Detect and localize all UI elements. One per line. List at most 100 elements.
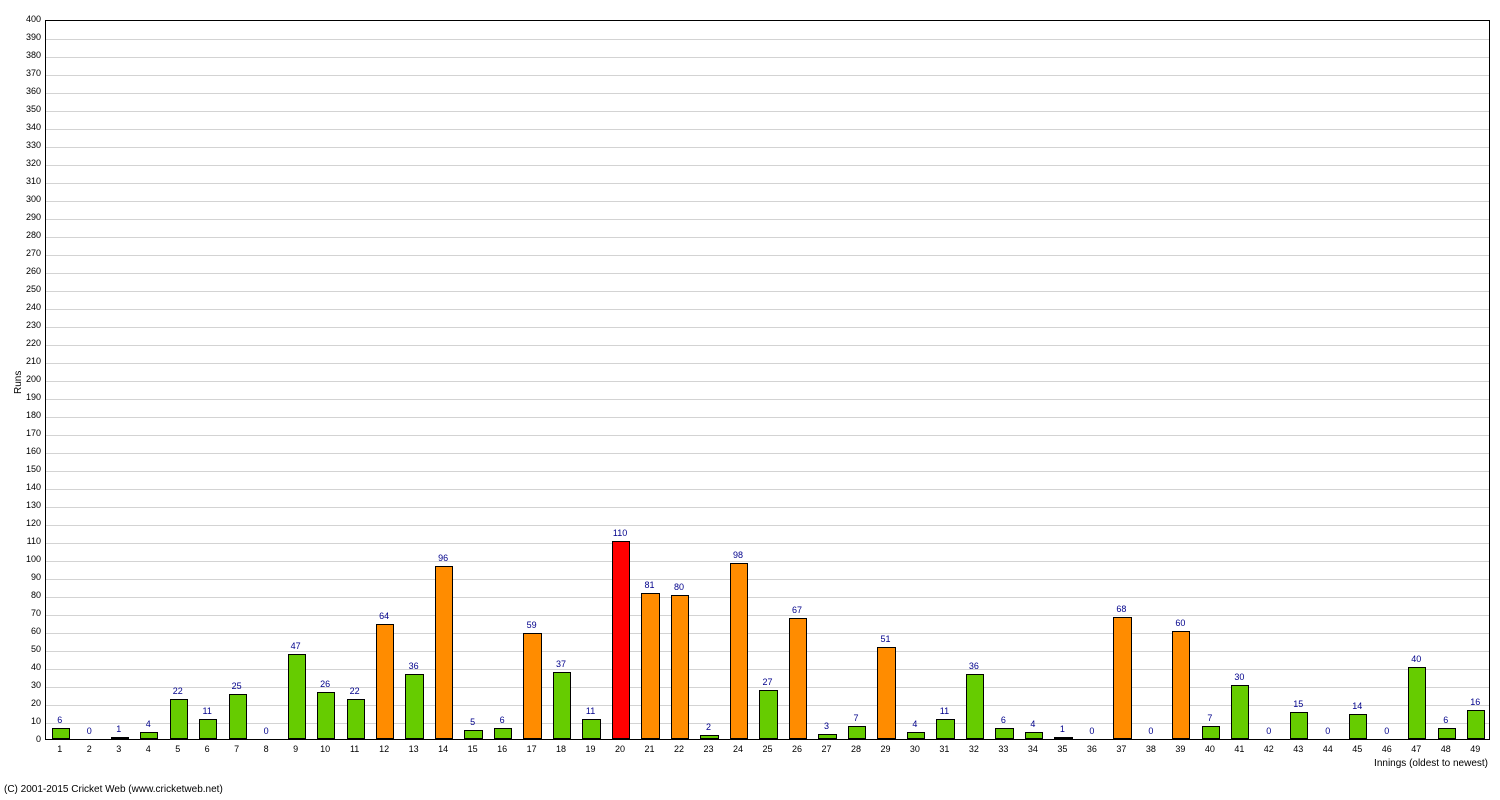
bar [435, 566, 453, 739]
x-tick-label: 16 [490, 744, 514, 754]
y-tick-label: 200 [15, 374, 41, 384]
bar [288, 654, 306, 739]
x-tick-label: 30 [903, 744, 927, 754]
bar [582, 719, 600, 739]
bar [1113, 617, 1131, 739]
x-tick-label: 1 [48, 744, 72, 754]
bar [111, 737, 129, 739]
x-tick-label: 18 [549, 744, 573, 754]
x-tick-label: 11 [343, 744, 367, 754]
bar-value-label: 4 [1018, 719, 1048, 729]
bar [1467, 710, 1485, 739]
y-tick-label: 210 [15, 356, 41, 366]
bar-value-label: 0 [1372, 726, 1402, 736]
bar [730, 563, 748, 739]
bar [1202, 726, 1220, 739]
runs-by-innings-chart: Runs Innings (oldest to newest) (C) 2001… [0, 0, 1500, 800]
x-axis-label: Innings (oldest to newest) [1374, 758, 1488, 769]
bar [464, 730, 482, 739]
bar-value-label: 4 [900, 719, 930, 729]
gridline [46, 363, 1489, 364]
gridline [46, 327, 1489, 328]
bar-value-label: 0 [251, 726, 281, 736]
y-tick-label: 180 [15, 410, 41, 420]
gridline [46, 489, 1489, 490]
x-tick-label: 40 [1198, 744, 1222, 754]
bar-value-label: 27 [753, 677, 783, 687]
y-tick-label: 310 [15, 176, 41, 186]
x-tick-label: 47 [1404, 744, 1428, 754]
x-tick-label: 6 [195, 744, 219, 754]
gridline [46, 381, 1489, 382]
y-tick-label: 220 [15, 338, 41, 348]
bar-value-label: 36 [399, 661, 429, 671]
y-tick-label: 260 [15, 266, 41, 276]
bar-value-label: 1 [104, 724, 134, 734]
x-tick-label: 25 [756, 744, 780, 754]
gridline [46, 201, 1489, 202]
bar-value-label: 81 [635, 580, 665, 590]
x-tick-label: 36 [1080, 744, 1104, 754]
y-tick-label: 280 [15, 230, 41, 240]
x-tick-label: 44 [1316, 744, 1340, 754]
bar-value-label: 0 [1136, 726, 1166, 736]
bar [966, 674, 984, 739]
bar [317, 692, 335, 739]
bar-value-label: 6 [1431, 715, 1461, 725]
bar [1290, 712, 1308, 739]
bar-value-label: 22 [163, 686, 193, 696]
bar [376, 624, 394, 739]
gridline [46, 615, 1489, 616]
plot-area [45, 20, 1490, 740]
bar [1349, 714, 1367, 739]
x-tick-label: 29 [873, 744, 897, 754]
x-tick-label: 49 [1463, 744, 1487, 754]
bar [789, 618, 807, 739]
x-tick-label: 19 [579, 744, 603, 754]
y-tick-label: 250 [15, 284, 41, 294]
gridline [46, 453, 1489, 454]
bar-value-label: 80 [664, 582, 694, 592]
gridline [46, 417, 1489, 418]
bar-value-label: 67 [782, 605, 812, 615]
x-tick-label: 5 [166, 744, 190, 754]
y-tick-label: 340 [15, 122, 41, 132]
x-tick-label: 10 [313, 744, 337, 754]
x-tick-label: 24 [726, 744, 750, 754]
bar [52, 728, 70, 739]
x-tick-label: 35 [1050, 744, 1074, 754]
gridline [46, 561, 1489, 562]
y-tick-label: 370 [15, 68, 41, 78]
x-tick-label: 4 [136, 744, 160, 754]
bar-value-label: 3 [811, 721, 841, 731]
bar [995, 728, 1013, 739]
bar [170, 699, 188, 739]
y-tick-label: 100 [15, 554, 41, 564]
gridline [46, 435, 1489, 436]
y-tick-label: 320 [15, 158, 41, 168]
gridline [46, 237, 1489, 238]
x-tick-label: 31 [932, 744, 956, 754]
y-tick-label: 290 [15, 212, 41, 222]
bar [1025, 732, 1043, 739]
gridline [46, 345, 1489, 346]
gridline [46, 291, 1489, 292]
bar-value-label: 0 [1254, 726, 1284, 736]
x-tick-label: 3 [107, 744, 131, 754]
bar-value-label: 22 [340, 686, 370, 696]
y-tick-label: 0 [15, 734, 41, 744]
y-tick-label: 380 [15, 50, 41, 60]
bar-value-label: 1 [1047, 724, 1077, 734]
bar-value-label: 2 [694, 722, 724, 732]
x-tick-label: 43 [1286, 744, 1310, 754]
gridline [46, 669, 1489, 670]
bar-value-label: 98 [723, 550, 753, 560]
bar-value-label: 7 [1195, 713, 1225, 723]
x-tick-label: 12 [372, 744, 396, 754]
bar-value-label: 6 [487, 715, 517, 725]
x-tick-label: 20 [608, 744, 632, 754]
y-tick-label: 300 [15, 194, 41, 204]
y-tick-label: 60 [15, 626, 41, 636]
y-tick-label: 50 [15, 644, 41, 654]
x-tick-label: 37 [1109, 744, 1133, 754]
